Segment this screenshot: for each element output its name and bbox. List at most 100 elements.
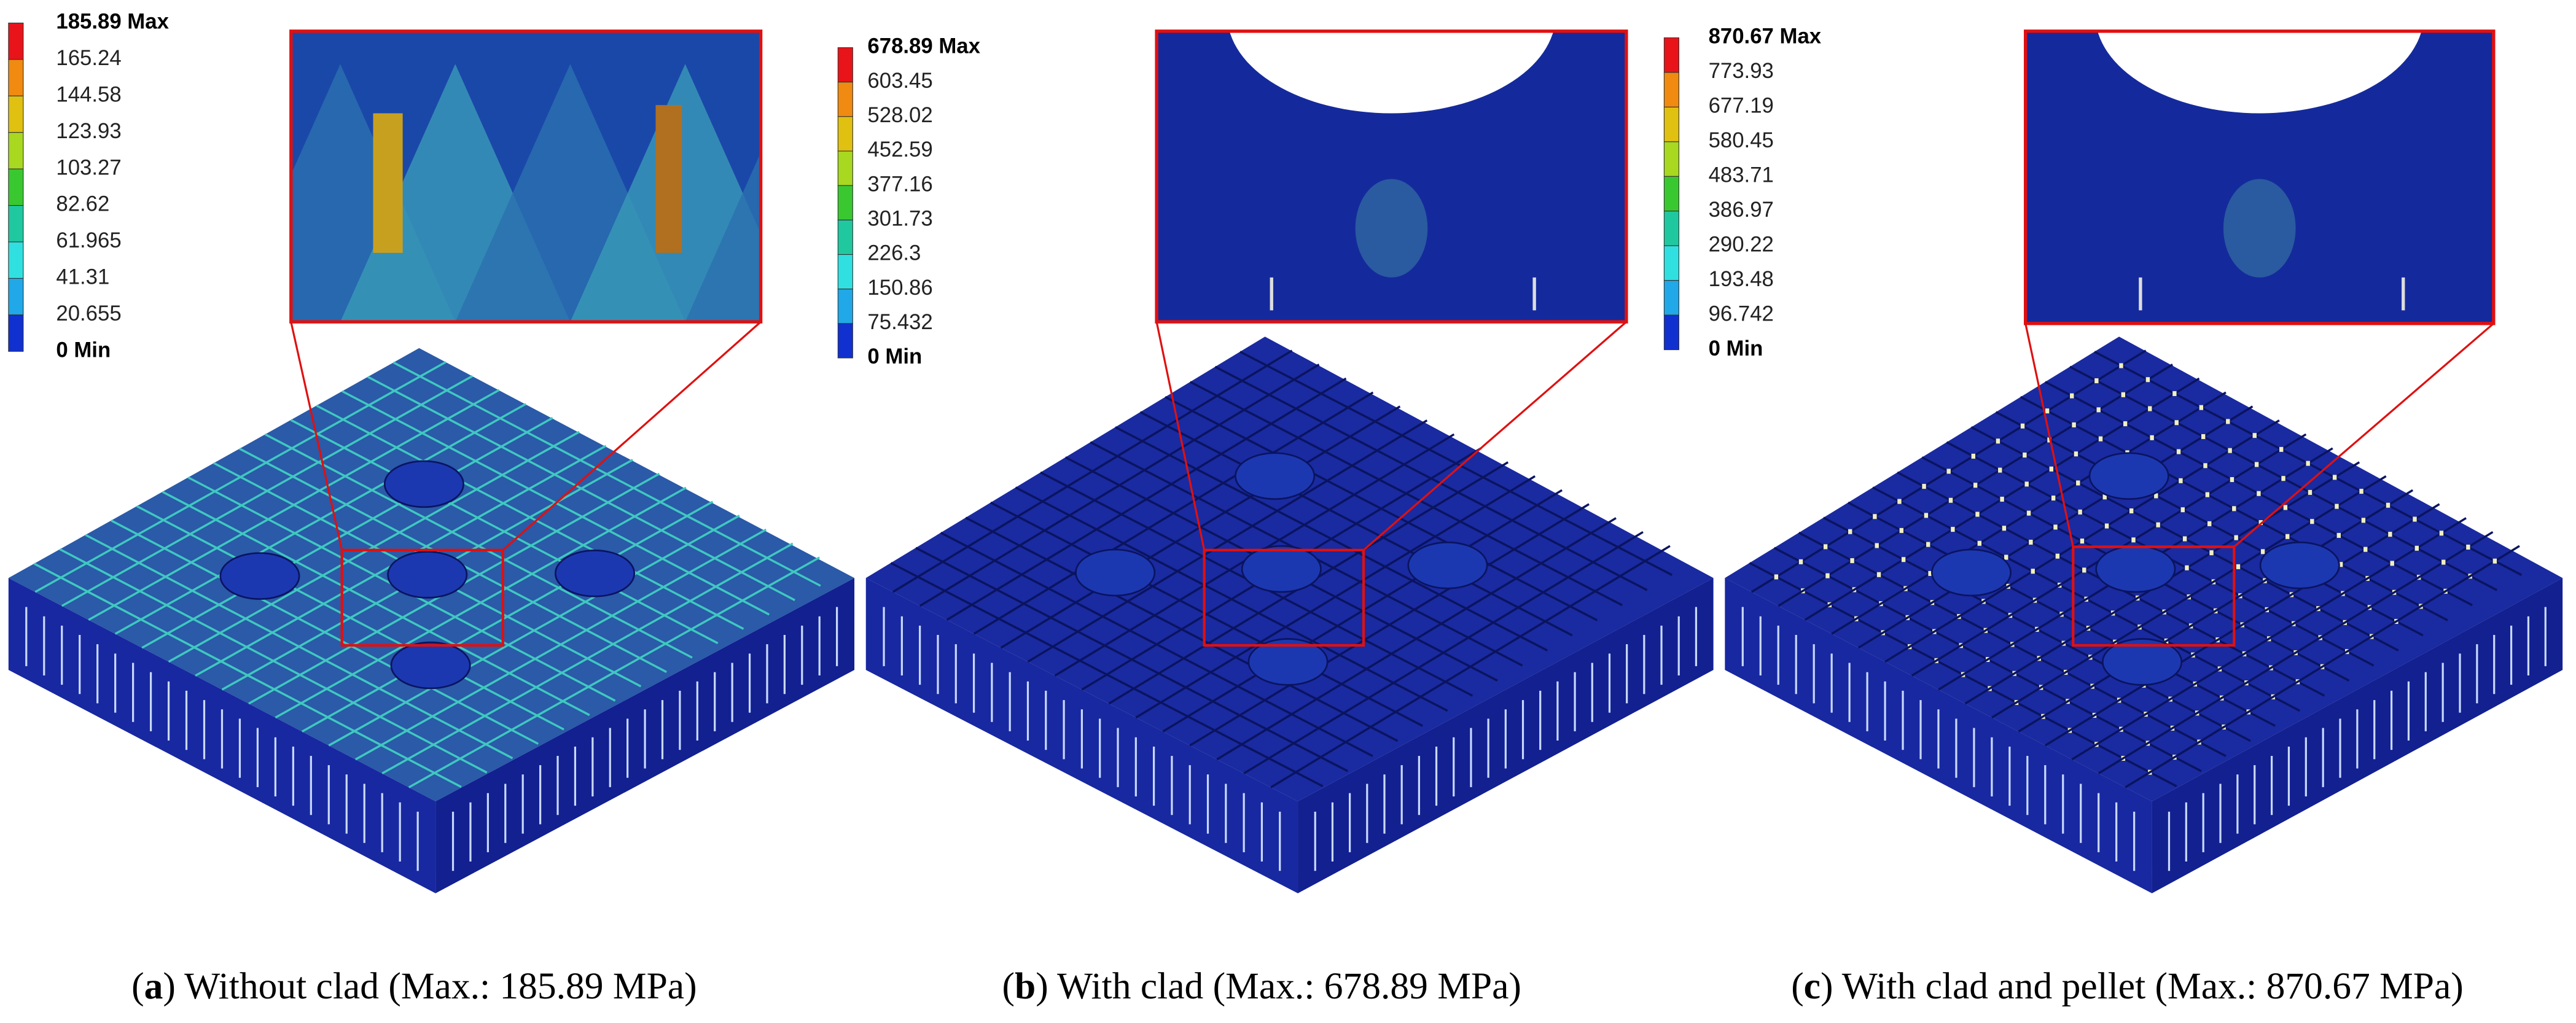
legend-label: 123.93 xyxy=(56,120,121,143)
inset-hole xyxy=(1355,179,1428,278)
pellet xyxy=(2182,536,2187,542)
pellet xyxy=(2361,518,2366,523)
pellet xyxy=(2020,423,2025,429)
pellet xyxy=(1948,497,1953,503)
inset-hole xyxy=(2098,31,2422,114)
pellet xyxy=(2172,391,2177,396)
pellet xyxy=(2150,435,2154,440)
pellet xyxy=(2121,392,2126,397)
slab-grid xyxy=(1139,411,1573,637)
pellet xyxy=(1951,527,1955,532)
slab-grid xyxy=(2044,503,2440,747)
pellet xyxy=(1823,544,1828,550)
guide-tube xyxy=(1930,548,2012,597)
pellet xyxy=(1998,467,2002,473)
pellet xyxy=(1825,573,1830,578)
inset xyxy=(291,31,761,322)
legend-band xyxy=(8,22,24,60)
pellet xyxy=(2119,363,2123,368)
pellet xyxy=(2051,496,2056,501)
pellet xyxy=(2228,448,2232,453)
legend-label: 61.965 xyxy=(56,229,121,252)
pellet xyxy=(1850,558,1854,564)
guide-tube xyxy=(2102,638,2183,686)
slab-grid xyxy=(328,515,740,747)
legend-band xyxy=(8,168,24,206)
caption-open: ( xyxy=(131,965,144,1007)
pellet xyxy=(1977,540,1982,546)
pellet xyxy=(2080,539,2085,544)
legend-band xyxy=(837,185,853,220)
slab-grid xyxy=(2098,531,2494,775)
slab-grid xyxy=(264,433,693,659)
caption: (a) Without clad (Max.: 185.89 MPa) xyxy=(131,965,697,1007)
pellet xyxy=(2148,406,2152,411)
pellet xyxy=(1926,542,1930,547)
slab-grid xyxy=(1214,365,1648,591)
legend-band xyxy=(1663,141,1679,177)
legend-label: 75.432 xyxy=(867,311,932,334)
pellet xyxy=(2156,522,2160,527)
legend-band xyxy=(8,59,24,96)
pellet xyxy=(2174,420,2179,426)
pellet xyxy=(2388,532,2392,537)
caption-label: a xyxy=(144,965,163,1007)
guide-tube xyxy=(2259,541,2340,589)
zoom-line xyxy=(1362,321,1627,551)
legend-band xyxy=(8,241,24,279)
guide-tube xyxy=(1075,548,1156,597)
pellet xyxy=(1848,529,1852,534)
pellet xyxy=(2439,531,2444,536)
slab-grid xyxy=(301,500,714,733)
pellet xyxy=(2390,561,2394,566)
slab-grid xyxy=(1216,517,1617,761)
zoom-box xyxy=(1203,548,1365,647)
inset-frame xyxy=(1155,29,1628,324)
pellet xyxy=(1924,513,1929,518)
slab-grid xyxy=(392,361,821,587)
legend-label: 144.58 xyxy=(56,83,121,106)
zoom-line xyxy=(1155,321,1206,551)
pellet xyxy=(2094,378,2099,384)
pellet xyxy=(2252,433,2257,438)
pellet xyxy=(1928,570,1932,576)
pellet xyxy=(2000,496,2004,502)
legend-label: 150.86 xyxy=(867,276,932,300)
pellet xyxy=(2045,408,2050,414)
pellet xyxy=(2096,407,2101,413)
pellet xyxy=(2492,558,2497,564)
slab-grid xyxy=(1239,351,1673,577)
caption-text: ) With clad (Max.: 678.89 MPa) xyxy=(1036,965,1521,1007)
pellet xyxy=(2072,422,2076,427)
legend-label: 0 Min xyxy=(1709,337,1763,360)
slab-grid xyxy=(2125,545,2520,788)
guide-tube xyxy=(387,551,468,599)
legend-label: 678.89 Max xyxy=(867,35,980,58)
pellet xyxy=(2234,535,2238,540)
legend-label: 165.24 xyxy=(56,47,121,70)
pellet xyxy=(2049,466,2054,472)
inset-hot xyxy=(655,105,682,253)
caption-open: ( xyxy=(1002,965,1015,1007)
zoom-line xyxy=(2024,323,2074,547)
pellet xyxy=(2131,537,2136,543)
legend-band xyxy=(8,132,24,169)
slab-grid xyxy=(2018,489,2414,733)
pellet xyxy=(2310,519,2314,524)
pellet xyxy=(2359,489,2363,494)
legend-label: 528.02 xyxy=(867,104,932,127)
legend-label: 452.59 xyxy=(867,138,932,161)
pellet xyxy=(2104,523,2109,529)
zoom-line xyxy=(2233,322,2494,548)
pellet xyxy=(2145,377,2150,383)
pellet xyxy=(2332,475,2337,480)
legend-label: 377.16 xyxy=(867,173,932,196)
legend-band xyxy=(837,289,853,324)
inset xyxy=(2025,31,2494,324)
pellet xyxy=(2207,521,2212,526)
legend-label: 185.89 Max xyxy=(56,10,169,34)
caption: (c) With clad and pellet (Max.: 870.67 M… xyxy=(1791,965,2464,1007)
pellet xyxy=(2335,504,2339,509)
pellet xyxy=(2176,449,2181,454)
